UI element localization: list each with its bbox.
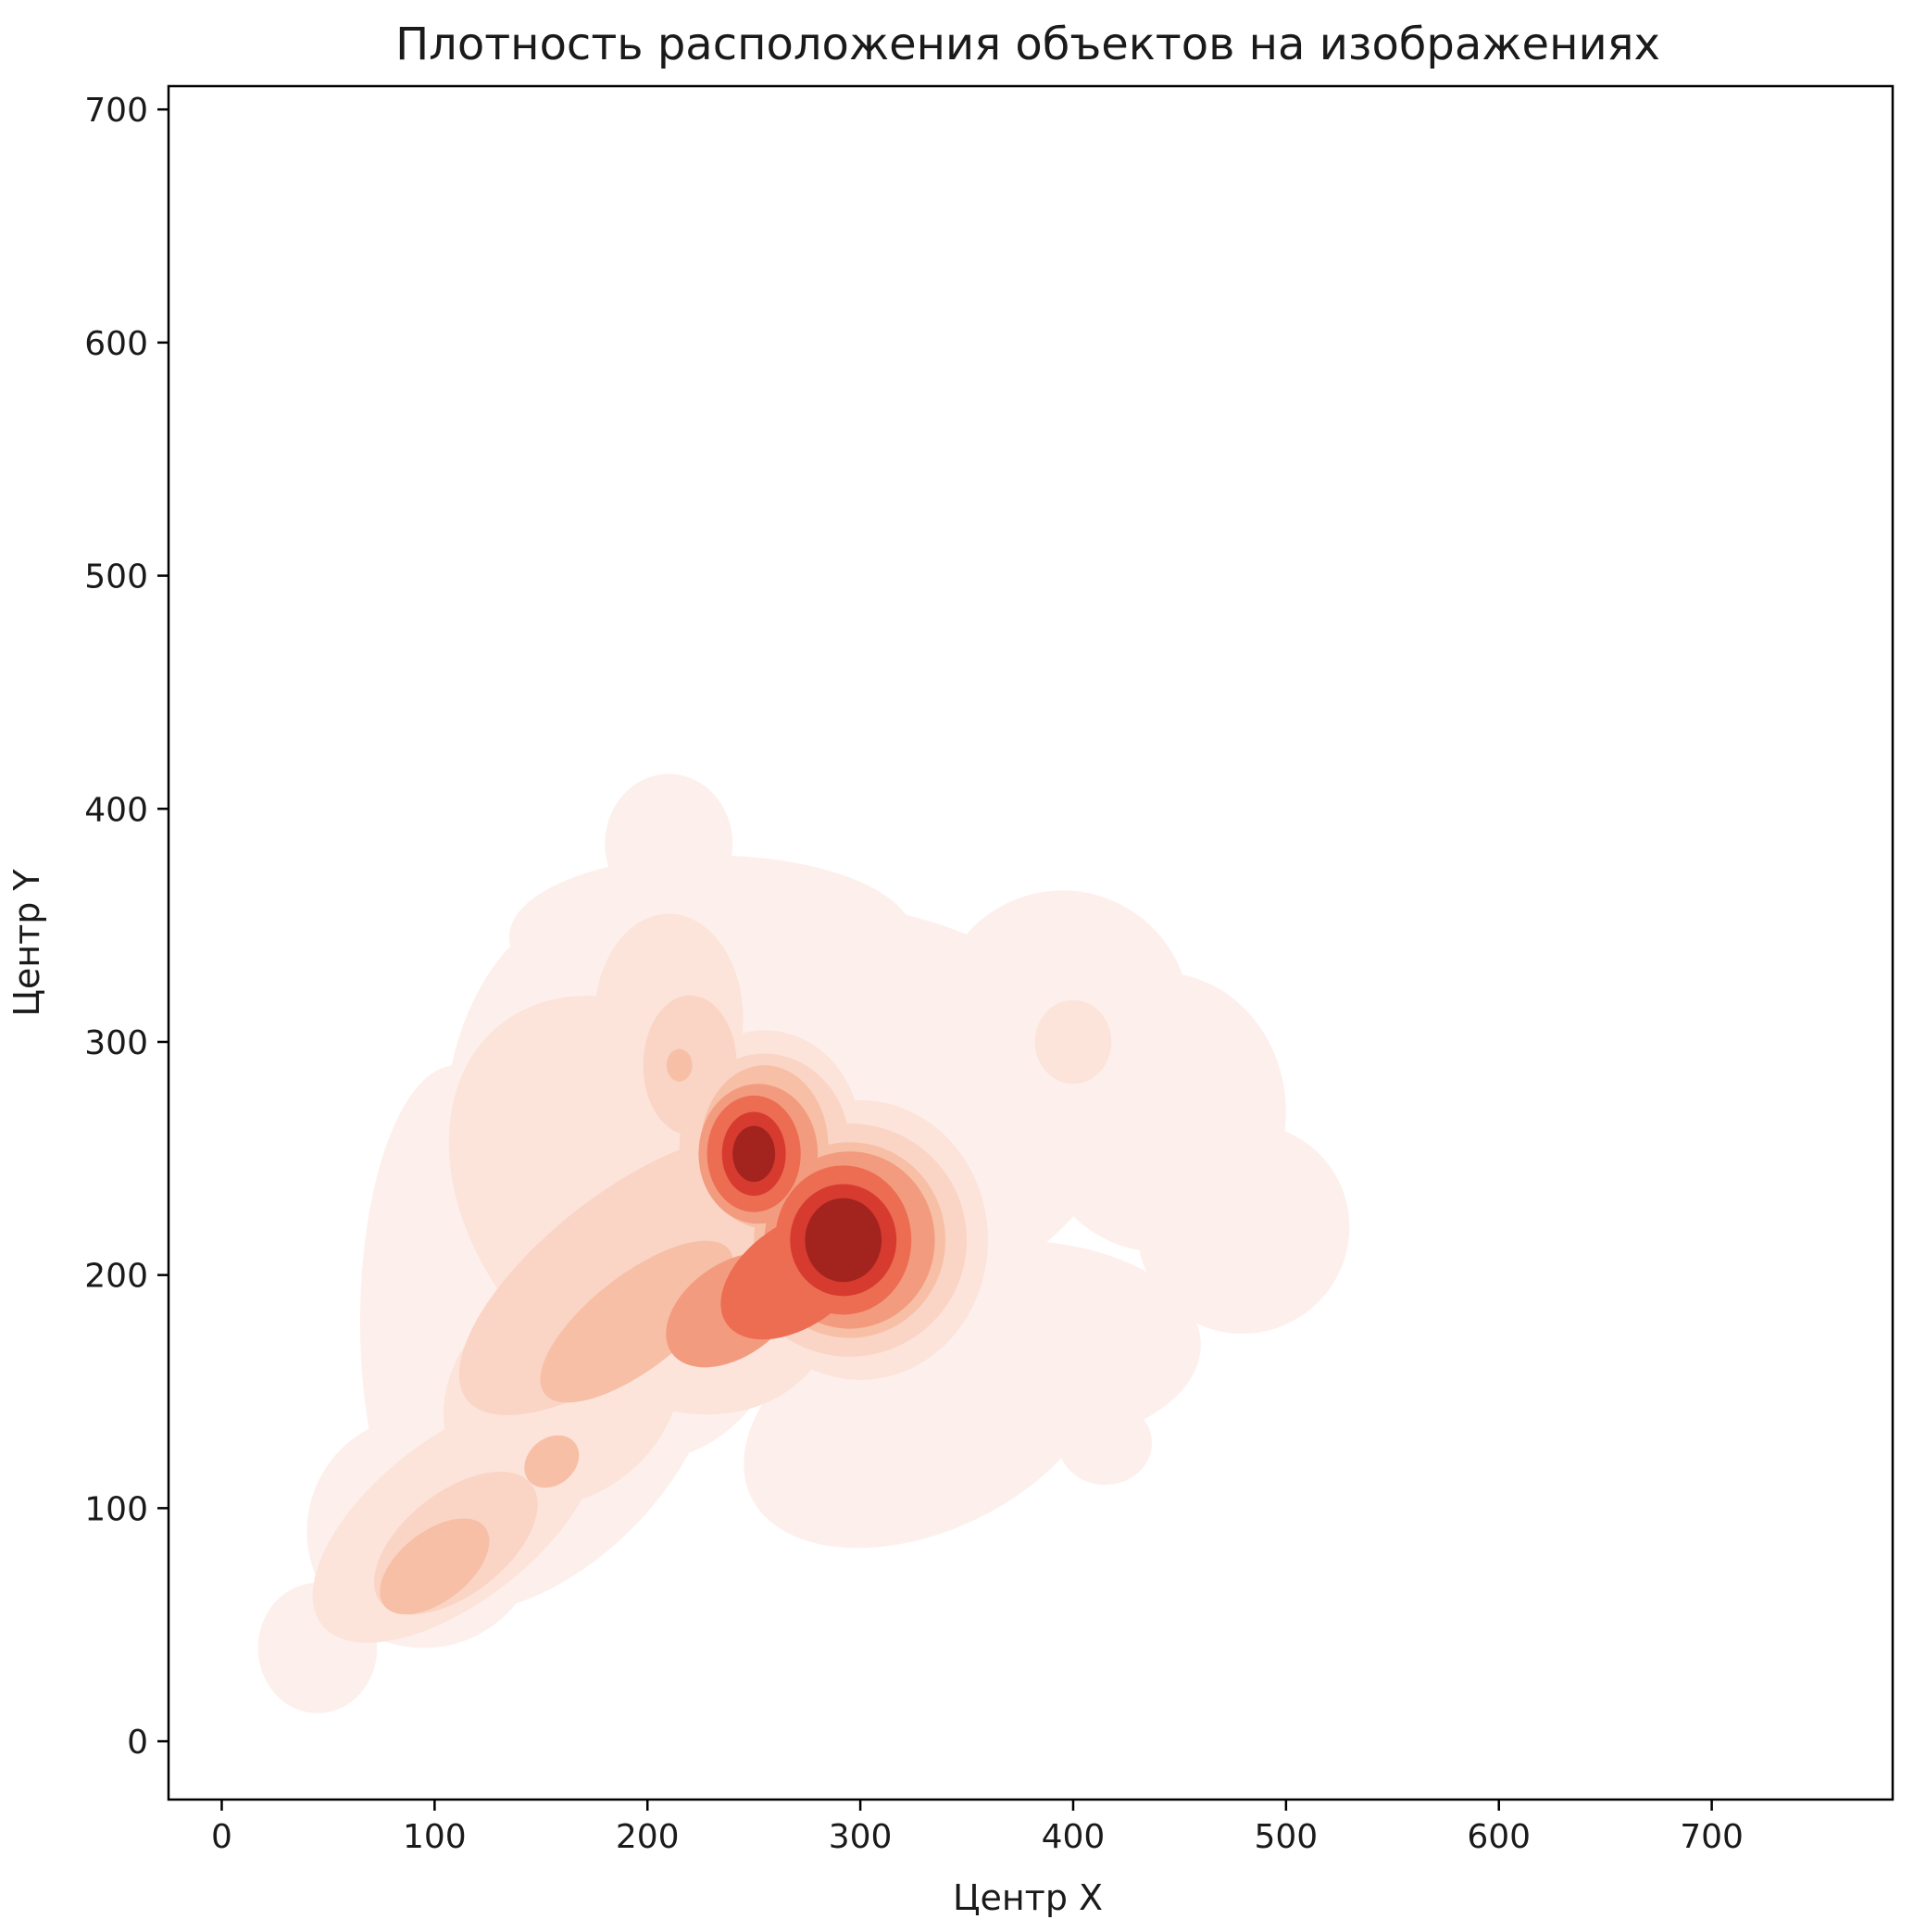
y-tick-label: 200 <box>84 1258 148 1296</box>
x-tick-label: 400 <box>1042 1818 1106 1856</box>
y-axis-ticks: 0 100 200 300 400 500 600 700 <box>84 92 169 1762</box>
x-tick-label: 300 <box>829 1818 893 1856</box>
x-tick-label: 600 <box>1467 1818 1531 1856</box>
y-tick-label: 500 <box>84 558 148 596</box>
x-tick-label: 700 <box>1680 1818 1744 1856</box>
x-axis-label: Центр X <box>953 1877 1103 1918</box>
density-blob <box>732 1125 776 1182</box>
x-axis-ticks: 0 100 200 300 400 500 600 700 <box>211 1800 1744 1856</box>
density-blob <box>805 1198 882 1283</box>
y-tick-label: 600 <box>84 325 148 363</box>
density-level-7 <box>732 1125 882 1283</box>
y-tick-label: 0 <box>127 1724 148 1762</box>
y-axis-label: Центр Y <box>6 869 47 1017</box>
density-blob <box>605 773 733 914</box>
x-tick-label: 200 <box>616 1818 680 1856</box>
density-blob <box>540 1240 734 1403</box>
y-tick-label: 700 <box>84 92 148 130</box>
density-blob <box>666 1048 693 1082</box>
x-tick-label: 500 <box>1254 1818 1318 1856</box>
density-blob <box>1034 999 1112 1085</box>
y-tick-label: 300 <box>84 1024 148 1062</box>
x-tick-label: 100 <box>403 1818 467 1856</box>
density-blob <box>1137 1123 1350 1335</box>
density-contours <box>257 773 1350 1713</box>
y-tick-label: 400 <box>84 791 148 829</box>
x-tick-label: 0 <box>211 1818 232 1856</box>
plot-frame <box>167 84 1895 1801</box>
y-tick-label: 100 <box>84 1490 148 1528</box>
density-blob <box>380 1518 490 1615</box>
chart-title: Плотность расположения объектов на изобр… <box>395 19 1660 70</box>
density-blob <box>524 1435 580 1488</box>
